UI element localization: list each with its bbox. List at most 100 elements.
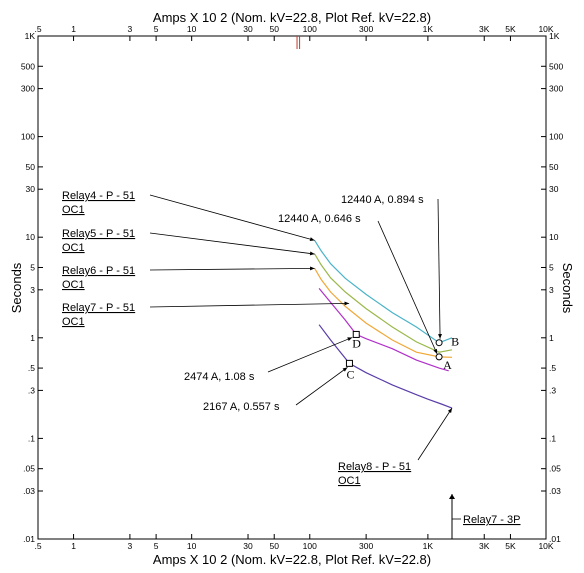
x-tick-label-top: 10K	[538, 24, 553, 34]
x-tick-label-top: 50	[269, 24, 279, 34]
x-tick-label-top: 1	[71, 24, 76, 34]
point-marker-C	[345, 359, 353, 367]
y-tick-label-right: 30	[549, 184, 559, 194]
x-tick-label-top: 3	[128, 24, 133, 34]
relay-label-4-line1: Relay4 - P - 51	[62, 190, 135, 202]
annotation-B-leader-head	[438, 334, 442, 339]
x-tick-label-bottom: 1	[71, 541, 76, 551]
left-ylabel: Seconds	[9, 262, 24, 313]
relay-label-7-leader-head	[344, 301, 350, 306]
y-tick-label-right: .3	[549, 385, 556, 395]
x-tick-label-bottom: 3K	[479, 541, 490, 551]
x-tick-label-top: 5	[154, 24, 159, 34]
point-marker-A	[435, 353, 443, 361]
relay-label-8-line2: OC1	[338, 475, 361, 487]
x-tick-label-top: 1K	[423, 24, 434, 34]
x-tick-label-bottom: 5	[154, 541, 159, 551]
annotation-B-leader	[437, 198, 441, 339]
plot-frame	[37, 35, 547, 540]
relay-label-6-leader	[149, 267, 315, 271]
x-tick-label-top: 300	[359, 24, 373, 34]
top-axis-title: Amps X 10 2 (Nom. kV=22.8, Plot Ref. kV=…	[153, 10, 431, 25]
x-tick-label-bottom: 300	[359, 541, 373, 551]
annotation-A-leader	[377, 220, 438, 355]
y-tick-label-right: 1K	[549, 31, 560, 41]
y-tick-label-left: 50	[26, 162, 36, 172]
y-tick-label-left: 1K	[25, 31, 36, 41]
relay-label-5-line1: Relay5 - P - 51	[62, 228, 135, 240]
y-tick-label-right: .1	[549, 433, 556, 443]
x-tick-label-bottom: 10	[187, 541, 197, 551]
y-tick-label-left: 500	[21, 61, 35, 71]
y-tick-label-left: 300	[21, 84, 35, 94]
bottom-axis-title: Amps X 10 2 (Nom. kV=22.8, Plot Ref. kV=…	[153, 552, 431, 567]
annotation-D-text: 2474 A, 1.08 s	[184, 371, 255, 383]
curves-layer	[314, 240, 455, 539]
x-tick-label-bottom: 30	[243, 541, 253, 551]
y-tick-label-left: 10	[26, 232, 36, 242]
right-ylabel: Seconds	[560, 263, 575, 314]
y-tick-label-right: 10	[549, 232, 559, 242]
relay-label-8-line1: Relay8 - P - 51	[338, 461, 411, 473]
y-tick-label-right: .01	[549, 534, 561, 544]
annotation-A-leader-head	[433, 348, 438, 354]
relay-label-4-leader-head	[309, 237, 315, 242]
relay-label-5-line2: OC1	[62, 242, 85, 254]
x-tick-label-bottom: 5K	[505, 541, 516, 551]
x-tick-label-top: 100	[303, 24, 317, 34]
y-tick-label-left: 1	[30, 333, 35, 343]
annotation-C-text: 2167 A, 0.557 s	[203, 401, 280, 413]
relay-label-4-leader	[149, 194, 315, 241]
point-label-D: D	[352, 336, 361, 350]
relay-curve-4	[314, 240, 453, 344]
y-tick-label-right: 50	[549, 162, 559, 172]
y-tick-label-right: .05	[549, 464, 561, 474]
x-tick-label-top: .5	[34, 24, 41, 34]
y-tick-label-right: 500	[549, 61, 563, 71]
y-tick-label-left: .3	[28, 385, 35, 395]
annotation-C-leader	[295, 367, 348, 406]
x-tick-label-top: 5K	[505, 24, 516, 34]
y-tick-label-right: 100	[549, 132, 563, 142]
point-marker-B	[435, 339, 443, 347]
relay-curve-5	[314, 253, 453, 353]
y-tick-label-left: .1	[28, 433, 35, 443]
relay-label-6-leader-head	[310, 266, 315, 271]
y-tick-label-right: .03	[549, 486, 561, 496]
x-tick-label-top: 3K	[479, 24, 490, 34]
y-tick-label-right: 3	[549, 285, 554, 295]
relay-label-4-line2: OC1	[62, 204, 85, 216]
relay-label-5-leader	[149, 232, 315, 255]
relay-label-7-line1: Relay7 - P - 51	[62, 302, 135, 314]
y-tick-label-left: .03	[23, 486, 35, 496]
relay-label-5-leader-head	[309, 251, 315, 256]
relay7-3p-arrowhead	[448, 494, 455, 500]
y-tick-label-right: 1	[549, 333, 554, 343]
ticks-layer: .5 .5 1 1 3 3 5 5 10 10 30 30 50 50 100 100 300 300 1K 1K 3K…	[21, 24, 564, 551]
point-label-A: A	[443, 358, 452, 372]
y-tick-label-right: 5	[549, 262, 554, 272]
relay-label-7-leader	[149, 302, 350, 308]
x-tick-label-bottom: 100	[303, 541, 317, 551]
y-tick-label-left: 3	[30, 285, 35, 295]
point-label-C: C	[346, 367, 354, 381]
x-tick-label-top: 10	[187, 24, 197, 34]
point-marker-D	[352, 330, 360, 338]
annotation-B-text: 12440 A, 0.894 s	[341, 194, 424, 206]
annotation-D-leader-head	[347, 337, 353, 341]
annotation-A-text: 12440 A, 0.646 s	[278, 213, 361, 225]
x-tick-label-top: 30	[243, 24, 253, 34]
relay7-3p-label: Relay7 - 3P	[463, 514, 520, 526]
y-tick-label-right: 300	[549, 84, 563, 94]
x-tick-label-bottom: 10K	[538, 541, 553, 551]
x-tick-label-bottom: 3	[128, 541, 133, 551]
marks-layer	[149, 194, 453, 461]
x-tick-label-bottom: 50	[269, 541, 279, 551]
x-tick-label-bottom: .5	[34, 541, 41, 551]
y-tick-label-left: .5	[28, 363, 35, 373]
relay-curve-7	[318, 288, 449, 372]
relay-label-6-line1: Relay6 - P - 51	[62, 265, 135, 277]
relay-label-6-line2: OC1	[62, 279, 85, 291]
y-tick-label-left: 30	[26, 184, 36, 194]
